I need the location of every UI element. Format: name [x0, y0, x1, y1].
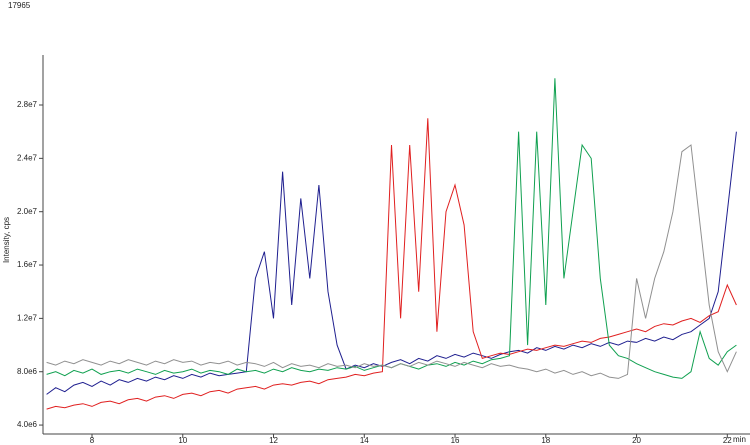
series-line	[46, 78, 737, 379]
y-tick-label: 2.0e7	[17, 207, 38, 216]
x-tick-label: 16	[451, 436, 460, 445]
y-tick-label: 2.8e7	[17, 100, 38, 109]
x-axis-label: min	[733, 435, 746, 444]
x-tick-label: 8	[90, 436, 95, 445]
chart-title: 17965	[8, 1, 31, 10]
x-tick-label: 20	[632, 436, 641, 445]
x-tick-label: 10	[178, 436, 187, 445]
y-axis-label: Intensity, cps	[2, 217, 11, 263]
y-tick-label: 1.6e7	[17, 260, 38, 269]
x-tick-label: 18	[541, 436, 550, 445]
y-tick-label: 1.2e7	[17, 313, 38, 322]
y-tick-label: 2.4e7	[17, 153, 38, 162]
series-line	[46, 144, 737, 379]
y-tick-label: 8.0e6	[17, 367, 38, 376]
y-tick-label: 4.0e6	[17, 420, 38, 429]
x-tick-label: 14	[360, 436, 369, 445]
series-line	[46, 118, 737, 410]
x-tick-label: 22	[723, 436, 732, 445]
x-tick-label: 12	[269, 436, 278, 445]
series-line	[46, 131, 737, 395]
